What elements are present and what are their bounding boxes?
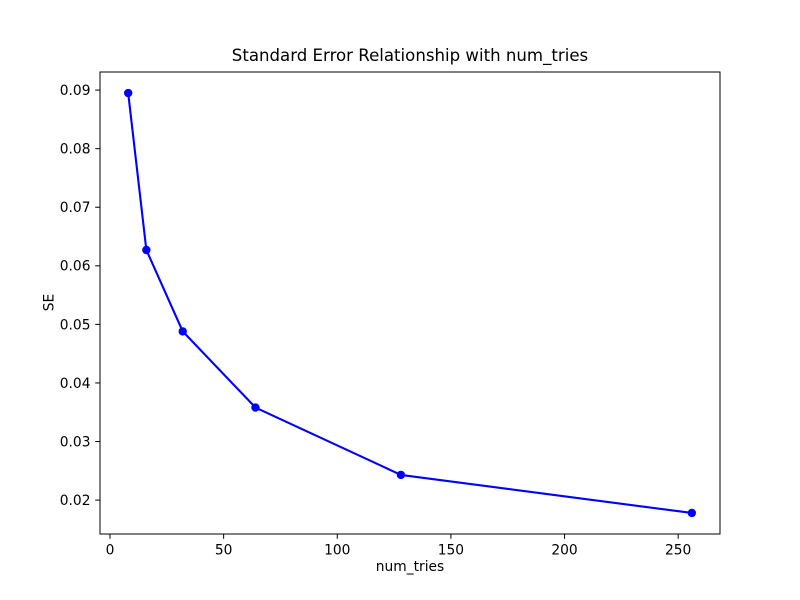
data-point-marker — [396, 470, 406, 480]
se-line — [127, 91, 693, 515]
y-tick-label: 0.03 — [60, 434, 91, 450]
y-axis-label: SE — [41, 293, 58, 312]
y-tick-label: 0.06 — [60, 259, 91, 275]
y-tick-label: 0.07 — [60, 200, 91, 216]
y-tick-label: 0.02 — [60, 493, 91, 509]
x-tick-label: 200 — [551, 543, 577, 559]
data-point-marker — [123, 88, 133, 98]
x-axis-label: num_tries — [375, 559, 445, 575]
chart-title: Standard Error Relationship with num_tri… — [231, 46, 589, 65]
y-tick-label: 0.09 — [60, 83, 91, 99]
x-tick-label: 50 — [215, 543, 233, 559]
data-point-marker — [142, 245, 151, 255]
x-tick-label: 100 — [324, 543, 350, 559]
y-tick-label: 0.05 — [60, 317, 91, 333]
y-tick-label: 0.08 — [60, 142, 91, 158]
x-tick-label: 0 — [106, 543, 115, 559]
y-tick-label: 0.04 — [60, 376, 91, 392]
x-tick-label: 150 — [438, 543, 464, 559]
data-point-marker — [178, 327, 187, 336]
data-point-marker — [251, 403, 260, 412]
x-tick-label: 250 — [665, 543, 691, 559]
data-point-marker — [687, 508, 697, 518]
axes-frame — [99, 71, 721, 535]
